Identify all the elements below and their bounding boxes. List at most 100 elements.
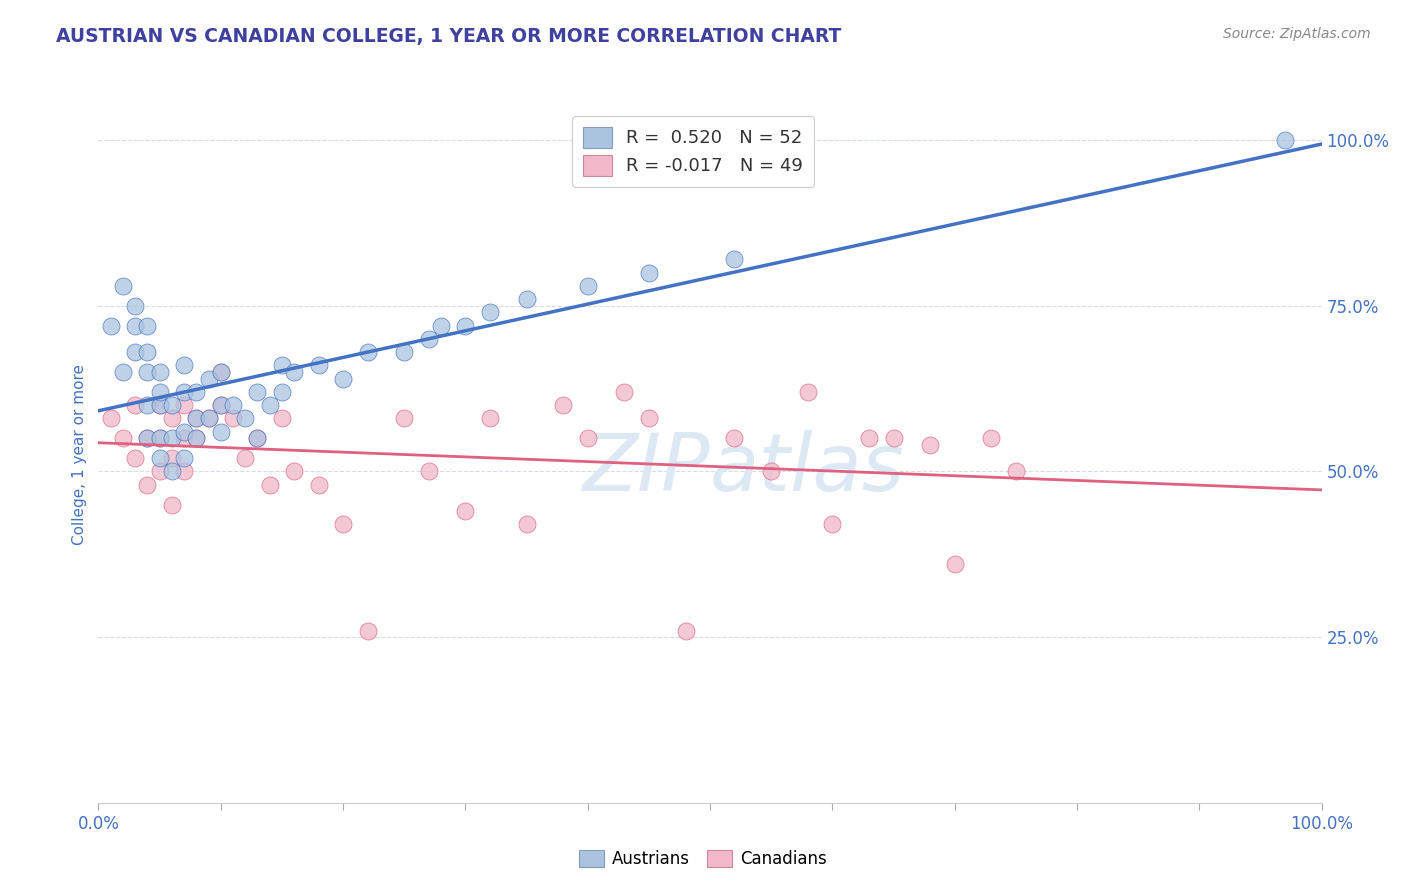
Point — [270, 359, 294, 373]
Point — [332, 372, 354, 386]
Point — [124, 398, 146, 412]
Y-axis label: College, 1 year or more: College, 1 year or more — [72, 365, 87, 545]
Point — [173, 384, 195, 399]
Text: Source: ZipAtlas.com: Source: ZipAtlas.com — [1223, 27, 1371, 41]
Point — [418, 465, 440, 479]
Point — [576, 431, 599, 445]
Point — [638, 266, 661, 280]
Point — [173, 359, 195, 373]
Point — [332, 517, 354, 532]
Point — [883, 431, 905, 445]
Text: AUSTRIAN VS CANADIAN COLLEGE, 1 YEAR OR MORE CORRELATION CHART: AUSTRIAN VS CANADIAN COLLEGE, 1 YEAR OR … — [56, 27, 842, 45]
Point — [638, 411, 661, 425]
Point — [160, 431, 183, 445]
Point — [761, 465, 783, 479]
Point — [209, 398, 232, 412]
Point — [186, 411, 208, 425]
Point — [259, 477, 281, 491]
Point — [160, 411, 183, 425]
Point — [136, 398, 159, 412]
Point — [515, 517, 537, 532]
Point — [283, 365, 305, 379]
Point — [259, 398, 281, 412]
Point — [283, 465, 305, 479]
Point — [222, 398, 245, 412]
Point — [478, 411, 501, 425]
Point — [920, 438, 942, 452]
Point — [454, 504, 477, 518]
Point — [478, 305, 501, 319]
Point — [124, 299, 146, 313]
Point — [173, 465, 195, 479]
Point — [246, 384, 269, 399]
Point — [675, 624, 697, 638]
Point — [186, 431, 208, 445]
Point — [149, 384, 172, 399]
Point — [111, 279, 134, 293]
Point — [186, 431, 208, 445]
Text: ZIP: ZIP — [582, 430, 710, 508]
Point — [173, 398, 195, 412]
Point — [270, 384, 294, 399]
Point — [246, 431, 269, 445]
Point — [149, 431, 172, 445]
Point — [821, 517, 844, 532]
Point — [209, 398, 232, 412]
Point — [136, 318, 159, 333]
Point — [186, 384, 208, 399]
Point — [454, 318, 477, 333]
Point — [160, 451, 183, 466]
Point — [149, 365, 172, 379]
Point — [197, 372, 219, 386]
Point — [270, 411, 294, 425]
Point — [149, 451, 172, 466]
Point — [160, 498, 183, 512]
Point — [222, 411, 245, 425]
Point — [1004, 465, 1026, 479]
Point — [124, 318, 146, 333]
Point — [173, 425, 195, 439]
Point — [149, 465, 172, 479]
Point — [111, 431, 134, 445]
Point — [209, 425, 232, 439]
Point — [308, 359, 330, 373]
Point — [100, 318, 122, 333]
Point — [515, 292, 537, 306]
Point — [111, 365, 134, 379]
Point — [246, 431, 269, 445]
Point — [392, 411, 416, 425]
Point — [173, 431, 195, 445]
Legend: R =  0.520   N = 52, R = -0.017   N = 49: R = 0.520 N = 52, R = -0.017 N = 49 — [572, 116, 814, 186]
Point — [136, 477, 159, 491]
Point — [553, 398, 575, 412]
Point — [356, 624, 378, 638]
Point — [980, 431, 1002, 445]
Text: atlas: atlas — [710, 430, 905, 508]
Point — [173, 451, 195, 466]
Point — [613, 384, 636, 399]
Point — [430, 318, 453, 333]
Point — [356, 345, 378, 359]
Point — [124, 345, 146, 359]
Point — [160, 465, 183, 479]
Point — [723, 431, 745, 445]
Point — [797, 384, 820, 399]
Point — [136, 345, 159, 359]
Point — [149, 398, 172, 412]
Point — [233, 411, 256, 425]
Point — [136, 365, 159, 379]
Point — [723, 252, 745, 267]
Point — [136, 431, 159, 445]
Point — [186, 411, 208, 425]
Point — [136, 431, 159, 445]
Point — [392, 345, 416, 359]
Point — [160, 398, 183, 412]
Point — [149, 431, 172, 445]
Point — [100, 411, 122, 425]
Point — [418, 332, 440, 346]
Point — [943, 558, 966, 572]
Point — [197, 411, 219, 425]
Point — [197, 411, 219, 425]
Point — [149, 398, 172, 412]
Point — [858, 431, 880, 445]
